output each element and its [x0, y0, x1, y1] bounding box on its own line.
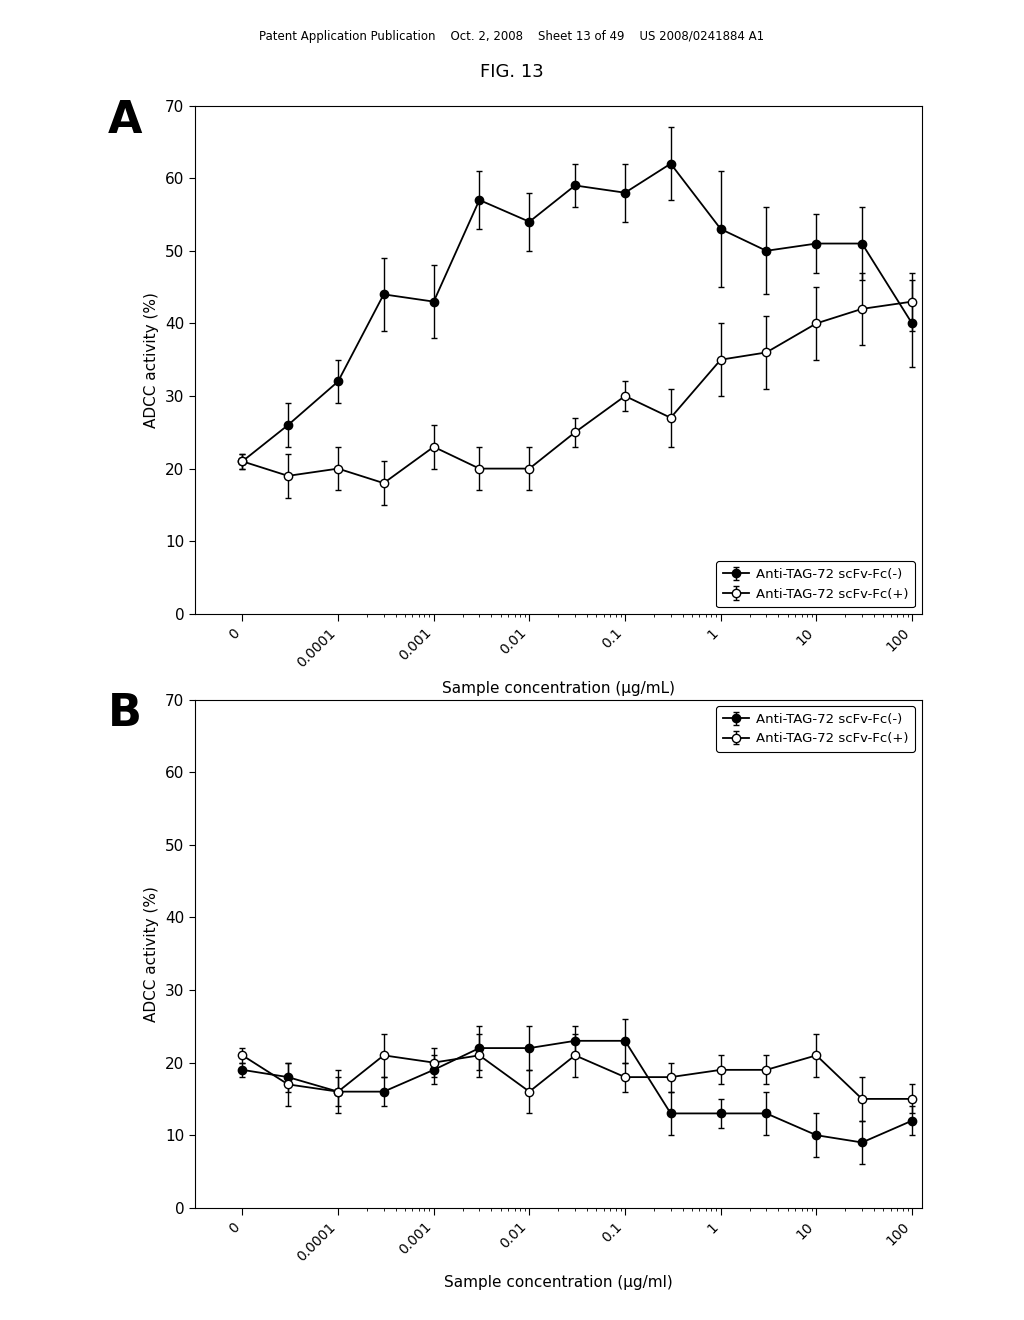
Legend: Anti-TAG-72 scFv-Fc(-), Anti-TAG-72 scFv-Fc(+): Anti-TAG-72 scFv-Fc(-), Anti-TAG-72 scFv… [717, 561, 915, 607]
Y-axis label: ADCC activity (%): ADCC activity (%) [144, 292, 159, 428]
X-axis label: Sample concentration (μg/mL): Sample concentration (μg/mL) [441, 681, 675, 696]
Text: A: A [108, 99, 142, 143]
Text: FIG. 13: FIG. 13 [480, 63, 544, 82]
Text: Patent Application Publication    Oct. 2, 2008    Sheet 13 of 49    US 2008/0241: Patent Application Publication Oct. 2, 2… [259, 30, 765, 44]
Text: B: B [108, 692, 141, 735]
X-axis label: Sample concentration (μg/ml): Sample concentration (μg/ml) [443, 1275, 673, 1290]
Y-axis label: ADCC activity (%): ADCC activity (%) [144, 886, 159, 1022]
Legend: Anti-TAG-72 scFv-Fc(-), Anti-TAG-72 scFv-Fc(+): Anti-TAG-72 scFv-Fc(-), Anti-TAG-72 scFv… [717, 706, 915, 752]
